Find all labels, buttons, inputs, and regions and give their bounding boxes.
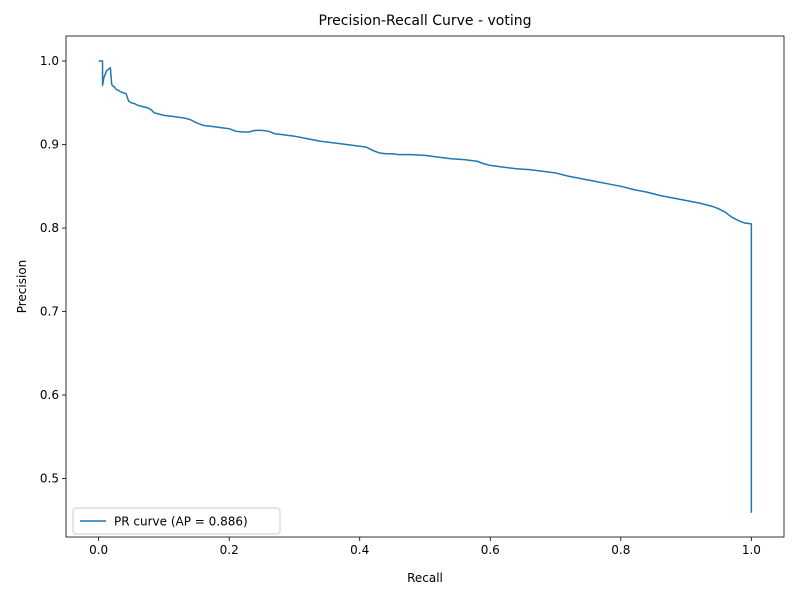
y-tick-label: 0.7 xyxy=(40,305,59,319)
x-axis-label: Recall xyxy=(407,571,443,585)
plot-area xyxy=(98,60,753,513)
x-tick-label: 0.0 xyxy=(89,543,108,557)
y-tick-label: 0.8 xyxy=(40,221,59,235)
y-tick-label: 0.9 xyxy=(40,138,59,152)
chart-title: Precision-Recall Curve - voting xyxy=(319,13,532,29)
y-tick-label: 0.5 xyxy=(40,472,59,486)
y-tick-label: 1.0 xyxy=(40,54,59,68)
legend-label: PR curve (AP = 0.886) xyxy=(114,515,248,529)
x-tick-label: 0.2 xyxy=(220,543,239,557)
legend: PR curve (AP = 0.886) xyxy=(72,507,281,535)
axes: 0.0 0.2 0.4 0.6 0.8 1.0 0.5 0.6 0.7 0.8 0.9 1.0 xyxy=(40,35,785,557)
series-line-0 xyxy=(98,60,753,513)
y-axis-label: Precision xyxy=(15,260,29,314)
plot-frame xyxy=(65,35,785,538)
y-tick-label: 0.6 xyxy=(40,388,59,402)
x-tick-label: 0.8 xyxy=(611,543,630,557)
x-tick-label: 0.4 xyxy=(350,543,369,557)
legend-box xyxy=(72,507,281,535)
x-tick-label: 0.6 xyxy=(481,543,500,557)
x-tick-label: 1.0 xyxy=(742,543,761,557)
